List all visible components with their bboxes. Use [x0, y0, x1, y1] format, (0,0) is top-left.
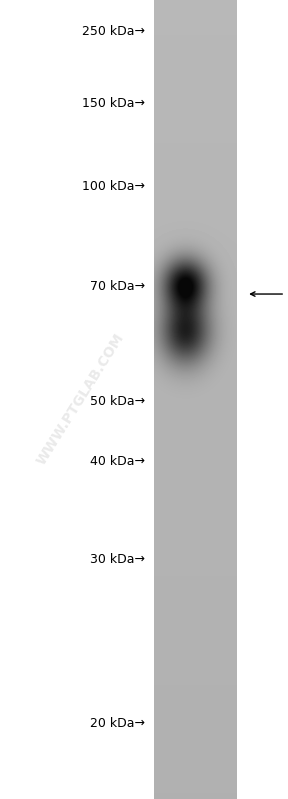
Text: 20 kDa→: 20 kDa→ — [90, 717, 145, 729]
Text: 150 kDa→: 150 kDa→ — [82, 97, 145, 110]
Text: 40 kDa→: 40 kDa→ — [90, 455, 145, 468]
Text: 30 kDa→: 30 kDa→ — [90, 553, 145, 566]
Text: 50 kDa→: 50 kDa→ — [90, 395, 145, 407]
Text: 100 kDa→: 100 kDa→ — [82, 180, 145, 193]
Text: 250 kDa→: 250 kDa→ — [82, 26, 145, 38]
Text: WWW.PTGLAB.COM: WWW.PTGLAB.COM — [34, 331, 127, 468]
Text: 70 kDa→: 70 kDa→ — [90, 280, 145, 292]
